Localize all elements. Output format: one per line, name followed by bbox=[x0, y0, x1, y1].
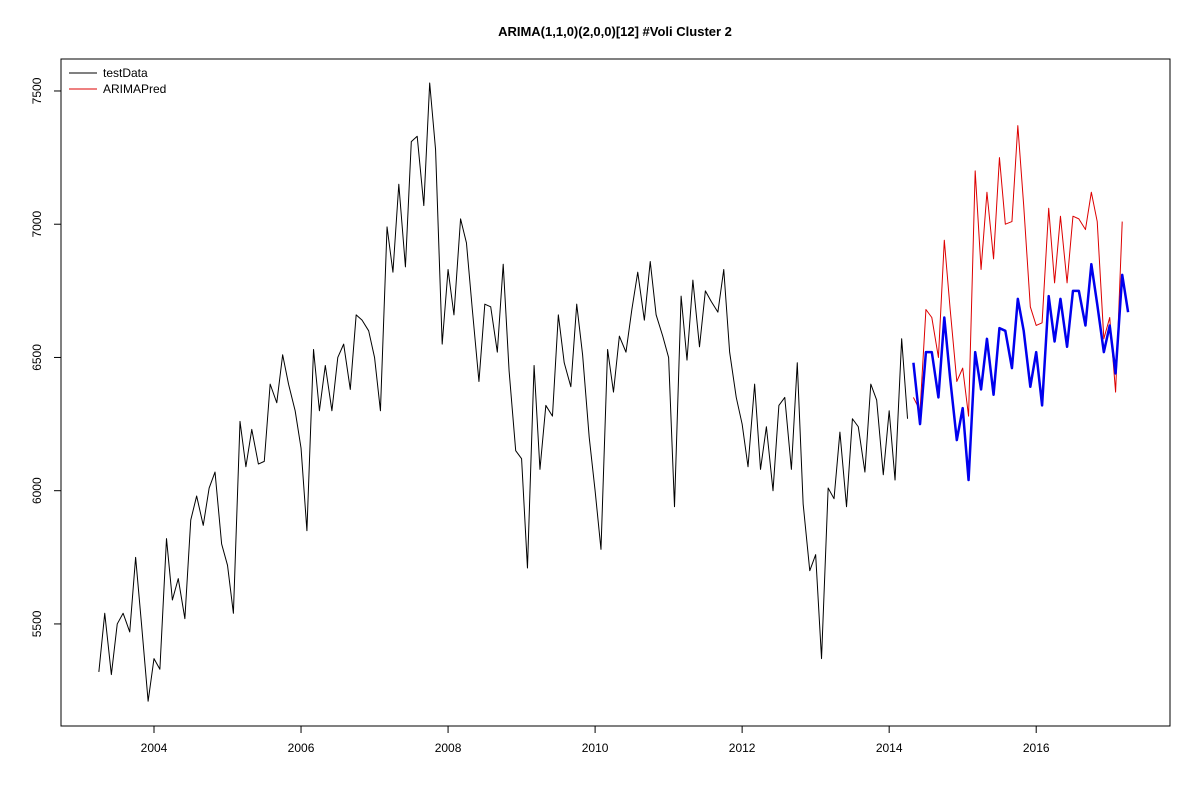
legend-label: ARIMAPred bbox=[103, 82, 166, 96]
x-tick-label: 2014 bbox=[876, 741, 903, 755]
y-tick-label: 5500 bbox=[30, 610, 44, 637]
chart-title: ARIMA(1,1,0)(2,0,0)[12] #Voli Cluster 2 bbox=[498, 24, 732, 39]
y-tick-label: 6000 bbox=[30, 477, 44, 504]
x-tick-label: 2010 bbox=[582, 741, 609, 755]
x-tick-label: 2004 bbox=[141, 741, 168, 755]
x-tick-label: 2006 bbox=[288, 741, 315, 755]
series-line bbox=[912, 125, 1123, 417]
y-tick-label: 6500 bbox=[30, 344, 44, 371]
plot-frame bbox=[60, 58, 1171, 727]
y-tick-label: 7500 bbox=[30, 77, 44, 104]
y-tick-label: 7000 bbox=[30, 211, 44, 238]
x-tick-label: 2016 bbox=[1023, 741, 1050, 755]
x-tick-label: 2012 bbox=[729, 741, 756, 755]
legend-label: testData bbox=[103, 66, 148, 80]
series-line bbox=[912, 262, 1130, 482]
x-tick-label: 2008 bbox=[435, 741, 462, 755]
series-line bbox=[98, 82, 909, 702]
